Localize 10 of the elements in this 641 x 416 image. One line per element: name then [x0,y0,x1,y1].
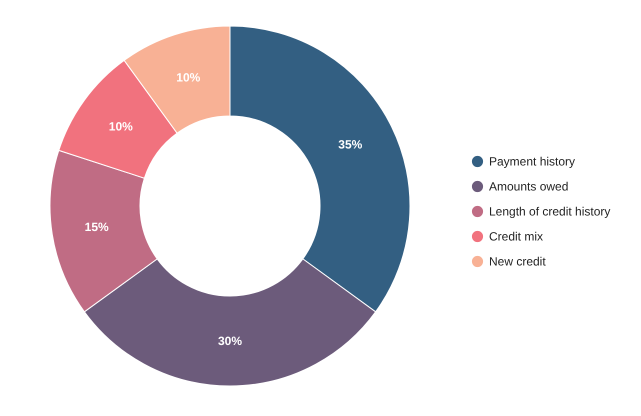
legend-label: Length of credit history [489,204,610,218]
legend-label: New credit [489,254,546,268]
legend-label: Payment history [489,154,576,168]
data-label: 35% [338,138,363,152]
legend-label: Credit mix [489,230,544,244]
data-label: 10% [108,120,134,134]
legend-label: Amounts owed [489,180,568,194]
data-label: 30% [218,334,242,348]
data-label: 10% [176,70,201,85]
data-label: 15% [84,220,109,234]
